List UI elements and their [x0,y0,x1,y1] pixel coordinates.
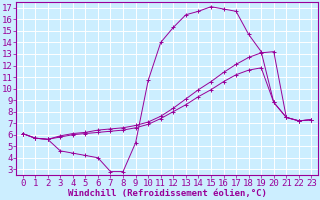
X-axis label: Windchill (Refroidissement éolien,°C): Windchill (Refroidissement éolien,°C) [68,189,267,198]
